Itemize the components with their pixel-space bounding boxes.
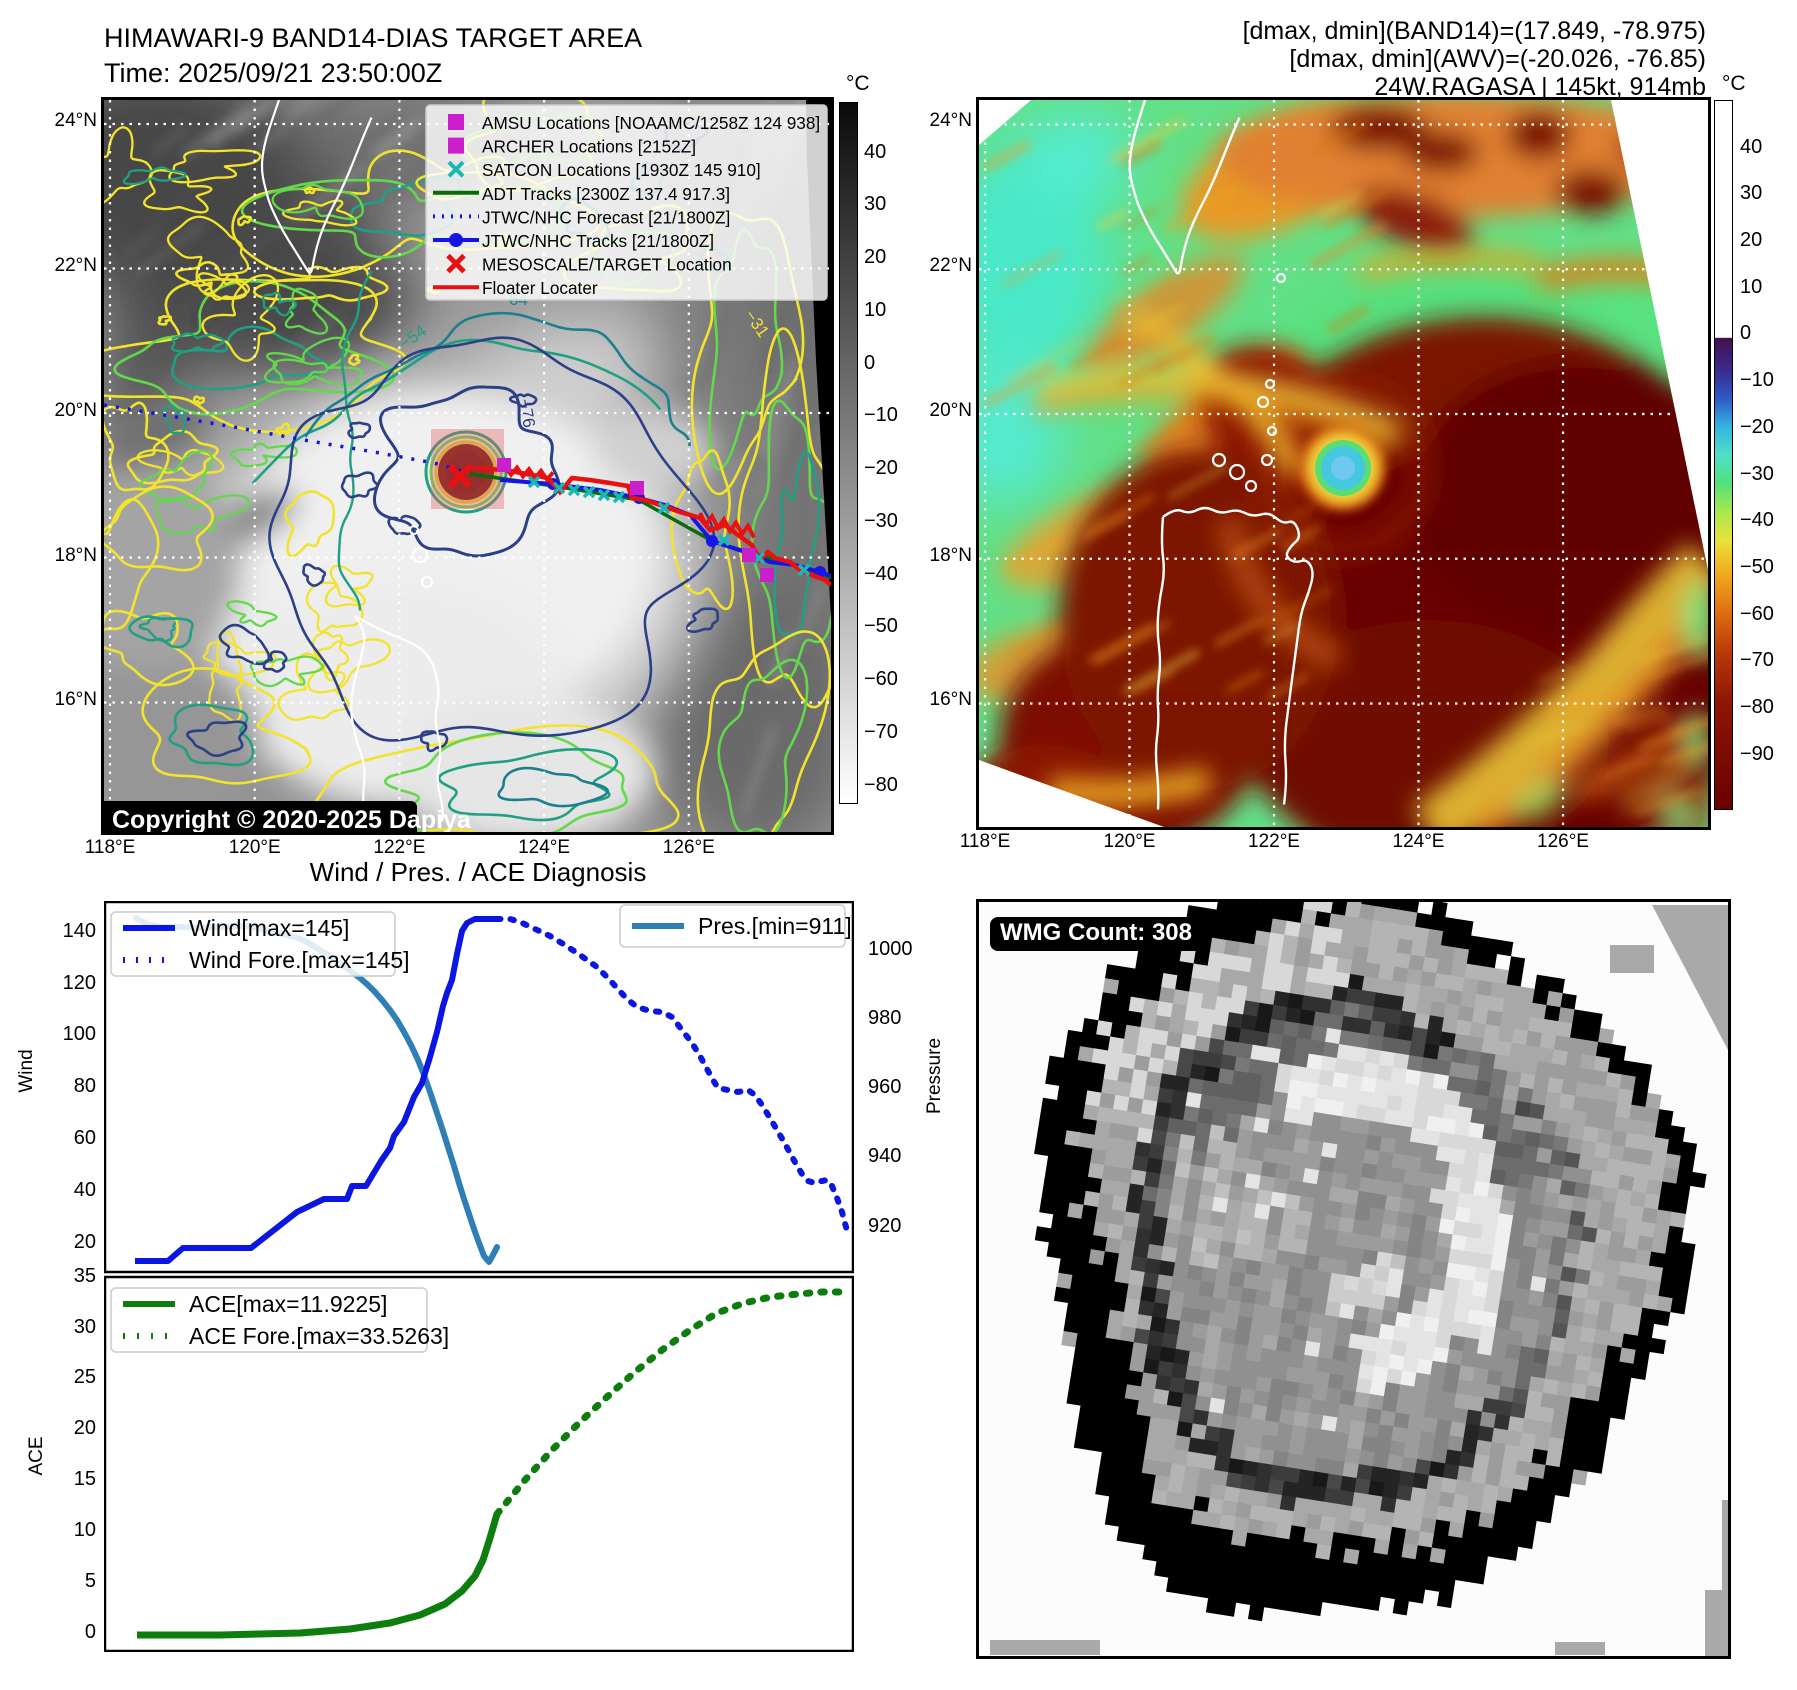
svg-text:MESOSCALE/TARGET Location: MESOSCALE/TARGET Location xyxy=(482,255,732,275)
svg-text:JTWC/NHC Forecast [21/1800Z]: JTWC/NHC Forecast [21/1800Z] xyxy=(482,207,730,227)
svg-text:Copyright © 2020-2025 Dapiya: Copyright © 2020-2025 Dapiya xyxy=(112,806,472,832)
svg-text:Floater Locater: Floater Locater xyxy=(482,278,598,298)
svg-text:Wind[max=145]: Wind[max=145] xyxy=(189,915,349,941)
svg-text:−76: −76 xyxy=(515,397,539,429)
svg-text:SATCON Locations [1930Z 145 91: SATCON Locations [1930Z 145 910] xyxy=(482,160,761,180)
svg-text:ACE[max=11.9225]: ACE[max=11.9225] xyxy=(189,1291,387,1317)
svg-text:ARCHER Locations [2152Z]: ARCHER Locations [2152Z] xyxy=(482,137,696,157)
svg-text:ACE Fore.[max=33.5263]: ACE Fore.[max=33.5263] xyxy=(189,1323,449,1349)
svg-text:AMSU Locations [NOAAMC/1258Z 1: AMSU Locations [NOAAMC/1258Z 124 938] xyxy=(482,113,820,133)
svg-text:ADT Tracks [2300Z 137.4 917.3]: ADT Tracks [2300Z 137.4 917.3] xyxy=(482,184,730,204)
svg-text:Pres.[min=911]: Pres.[min=911] xyxy=(698,913,852,939)
svg-text:JTWC/NHC Tracks [21/1800Z]: JTWC/NHC Tracks [21/1800Z] xyxy=(482,231,714,251)
svg-text:Wind Fore.[max=145]: Wind Fore.[max=145] xyxy=(189,947,410,973)
